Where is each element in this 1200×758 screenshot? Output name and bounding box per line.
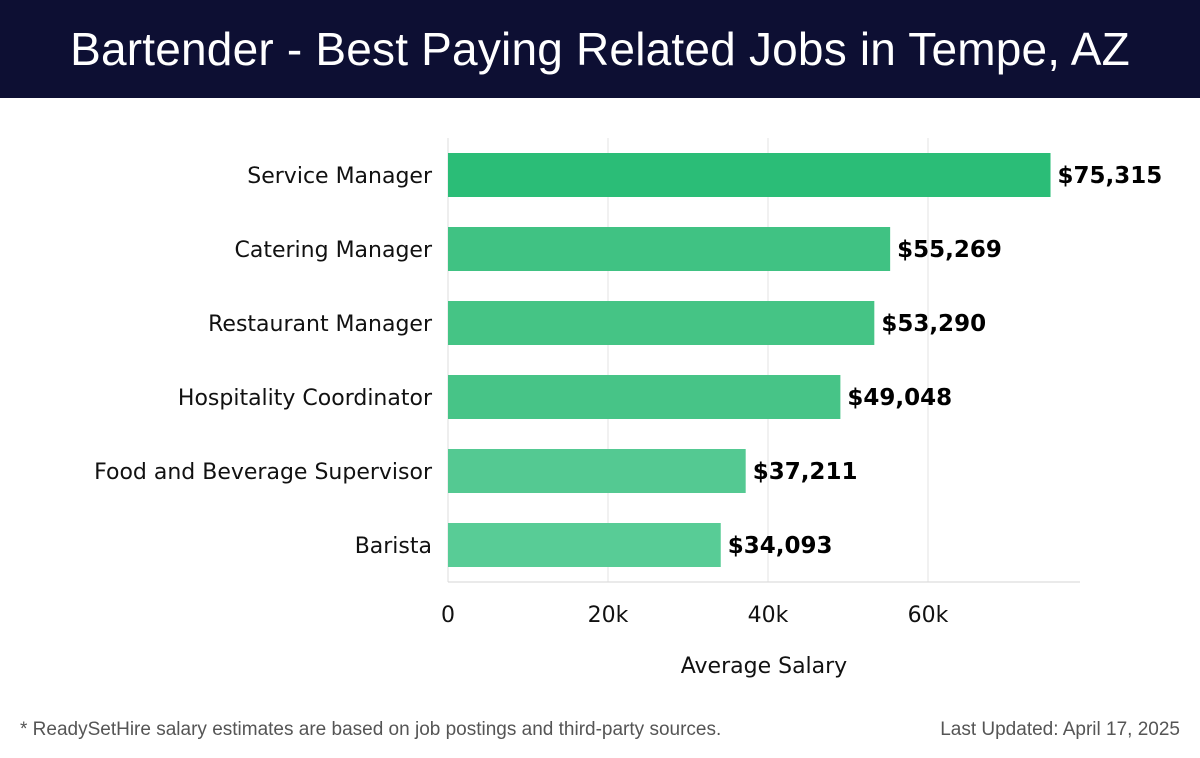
x-tick-label: 0 xyxy=(441,603,455,628)
value-label: $55,269 xyxy=(897,237,1002,263)
category-label: Service Manager xyxy=(247,164,433,189)
chart-header: Bartender - Best Paying Related Jobs in … xyxy=(0,0,1200,98)
last-updated: Last Updated: April 17, 2025 xyxy=(940,719,1180,740)
value-label: $49,048 xyxy=(847,385,952,411)
value-label: $34,093 xyxy=(728,533,833,559)
value-label: $37,211 xyxy=(753,459,858,485)
bar-4 xyxy=(448,449,746,493)
bar-3 xyxy=(448,375,841,419)
bar-chart: Service Manager $75,315 Catering Manager $5… xyxy=(94,138,1163,679)
value-label: $75,315 xyxy=(1058,163,1163,189)
category-label: Barista xyxy=(355,534,432,559)
footnote: * ReadySetHire salary estimates are base… xyxy=(20,719,722,740)
category-label: Restaurant Manager xyxy=(208,312,433,337)
x-tick-label: 60k xyxy=(908,603,949,628)
category-label: Hospitality Coordinator xyxy=(178,386,433,411)
category-label: Food and Beverage Supervisor xyxy=(94,460,433,485)
category-label: Catering Manager xyxy=(235,238,433,263)
bar-2 xyxy=(448,301,875,345)
bar-5 xyxy=(448,523,721,567)
x-axis-title: Average Salary xyxy=(681,654,847,679)
value-label: $53,290 xyxy=(881,311,986,337)
chart-title: Bartender - Best Paying Related Jobs in … xyxy=(70,23,1130,75)
bar-1 xyxy=(448,227,891,271)
x-tick-label: 40k xyxy=(748,603,789,628)
x-tick-label: 20k xyxy=(588,603,629,628)
bar-0 xyxy=(448,153,1051,197)
